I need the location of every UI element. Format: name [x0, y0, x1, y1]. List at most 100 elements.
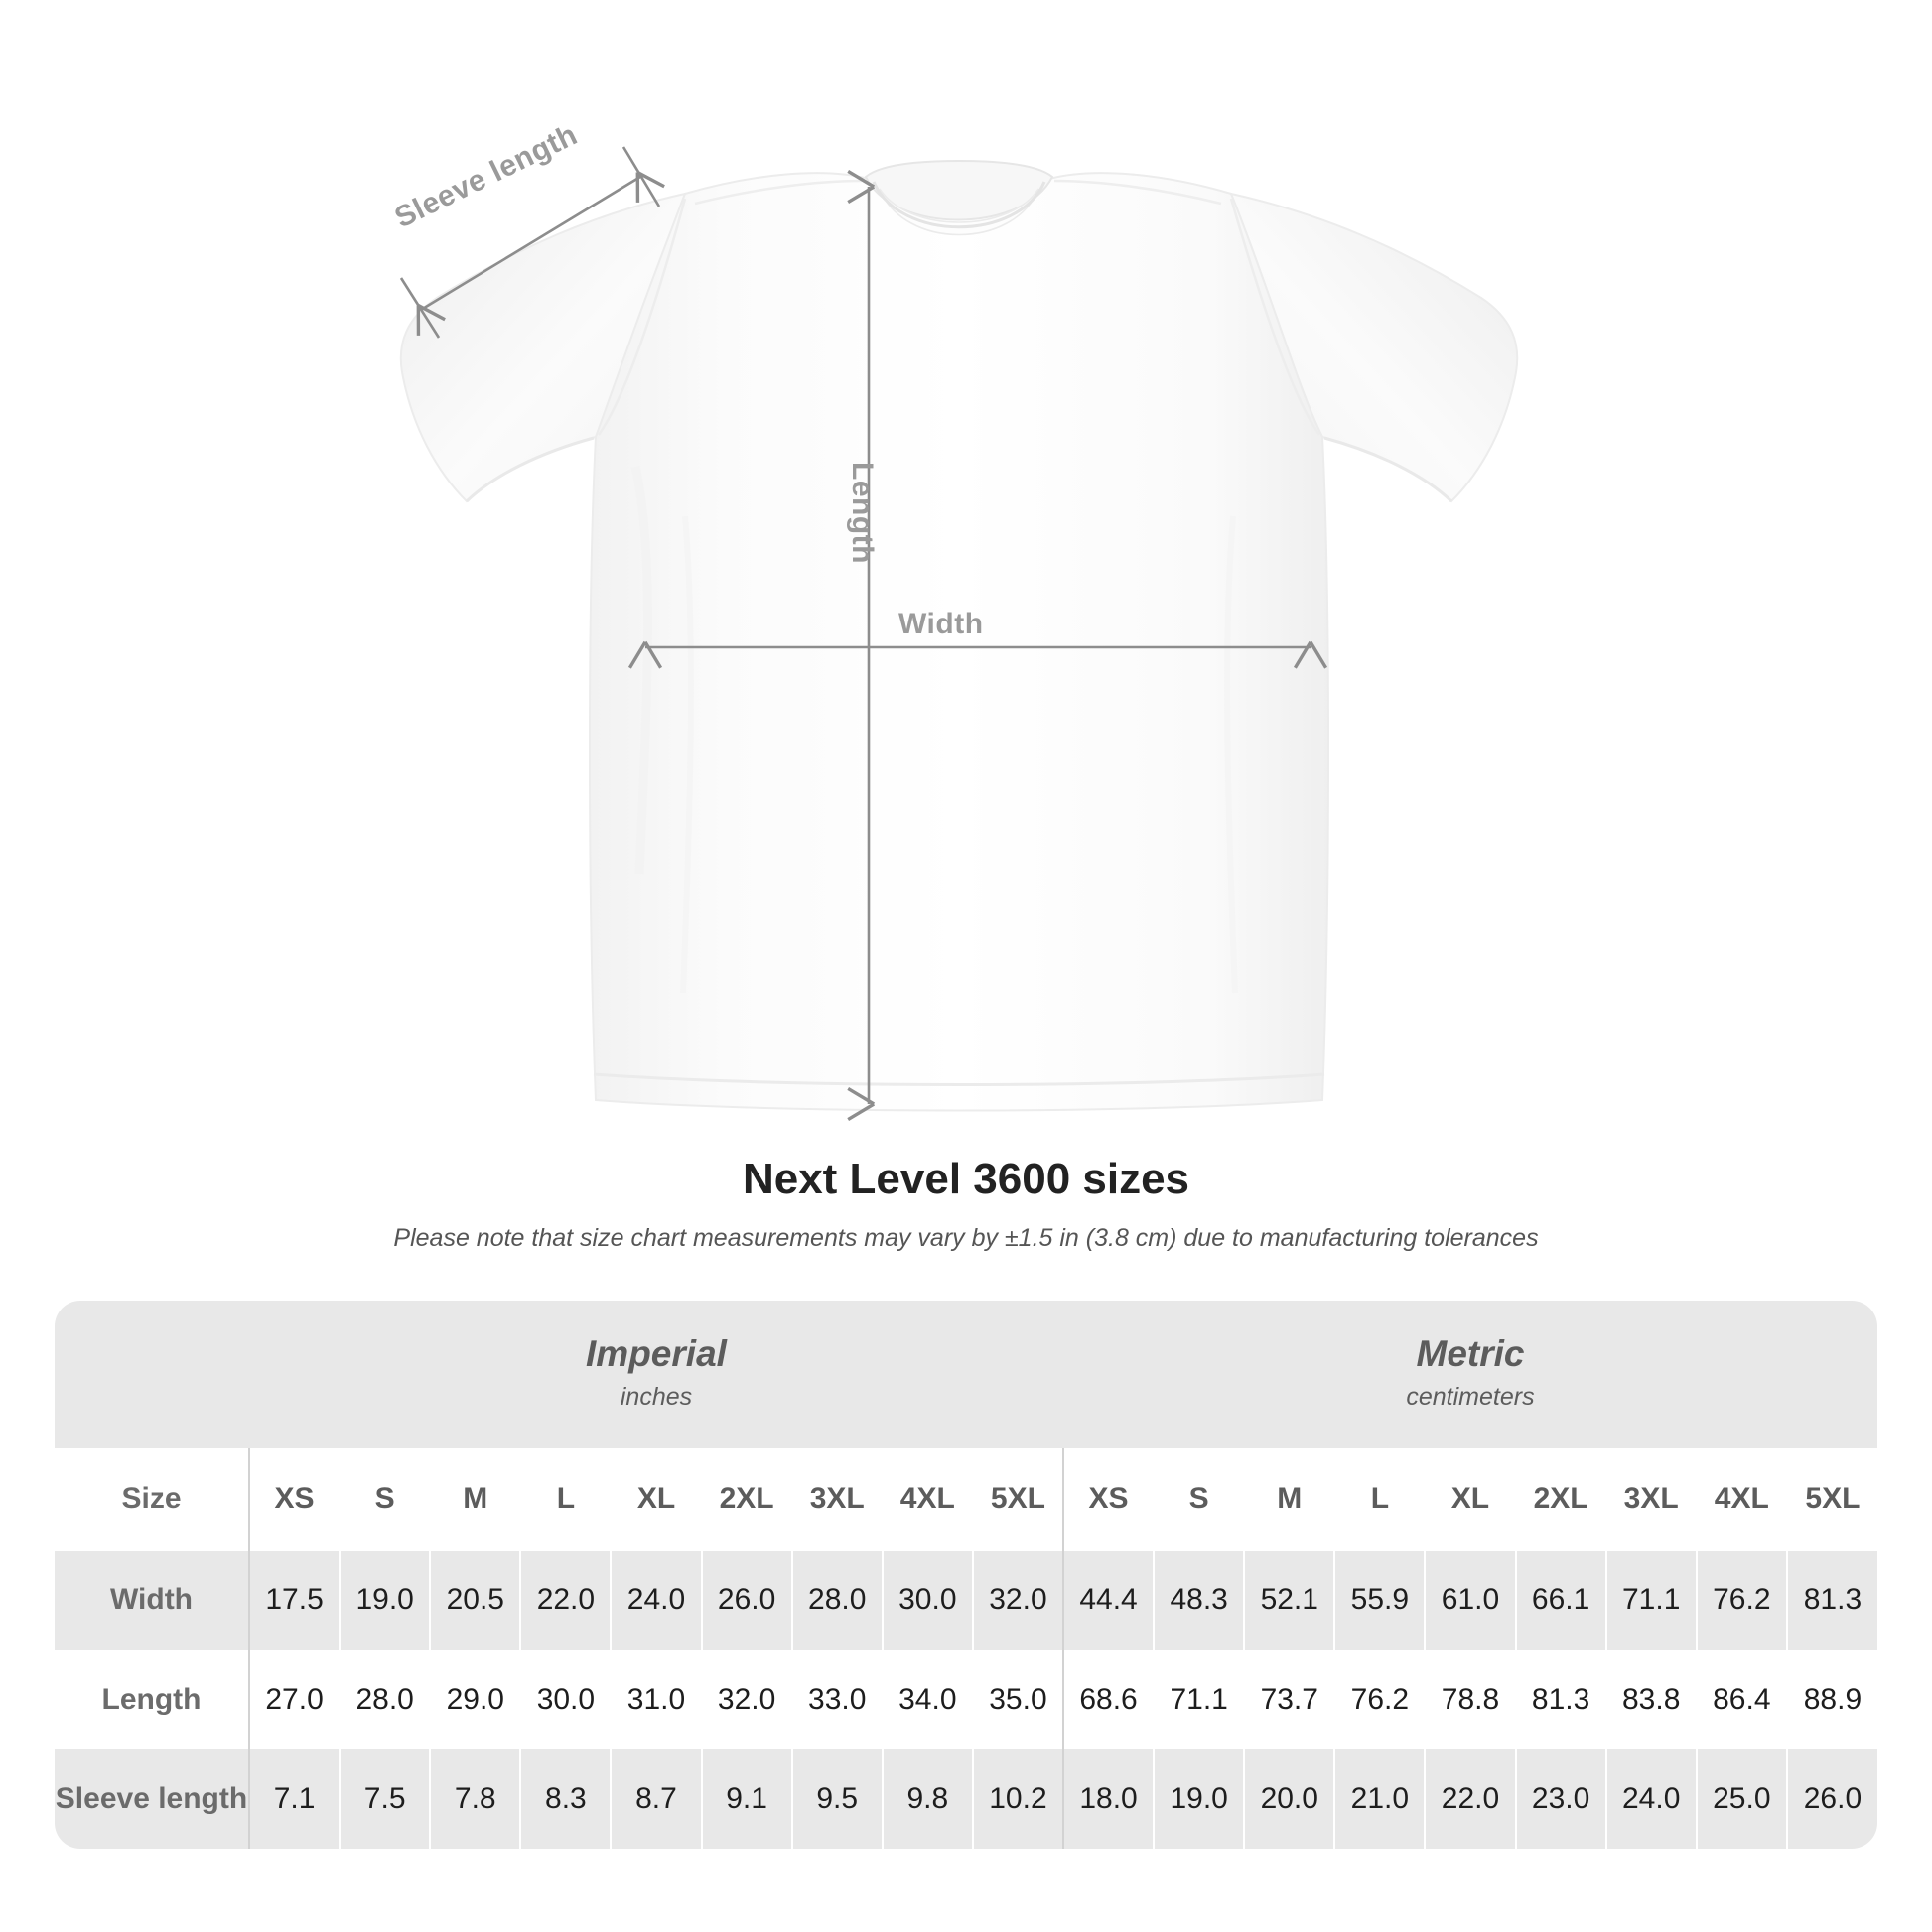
- cell-width-metric-xs: 44.4: [1061, 1551, 1155, 1650]
- cell-sleeve-metric-5xl: 26.0: [1785, 1749, 1877, 1849]
- cell-sleeve-imperial-xs: 7.1: [247, 1749, 341, 1849]
- unit-group-metric-sub: centimeters: [1406, 1382, 1535, 1411]
- size-header-imperial-l: L: [519, 1448, 612, 1551]
- row-label-width: Width: [109, 1584, 194, 1616]
- cell-sleeve-imperial-xl: 8.7: [610, 1749, 702, 1849]
- cell-width-metric-s: 48.3: [1153, 1551, 1245, 1650]
- page-title: Next Level 3600 sizes: [742, 1155, 1190, 1203]
- cell-width-metric-2xl: 66.1: [1514, 1551, 1606, 1650]
- size-header-metric-xl: XL: [1424, 1448, 1516, 1551]
- sleeve-tick-end: [621, 146, 661, 207]
- size-header-metric-s: S: [1153, 1448, 1245, 1551]
- size-header-imperial-4xl: 4XL: [881, 1448, 973, 1551]
- cell-sleeve-imperial-s: 7.5: [339, 1749, 431, 1849]
- size-header-metric-3xl: 3XL: [1604, 1448, 1697, 1551]
- table-row: Width 17.5 19.0 20.5 22.0 24.0 26.0 28.0…: [55, 1551, 1877, 1650]
- size-header-imperial-s: S: [339, 1448, 431, 1551]
- cell-length-metric-l: 76.2: [1333, 1650, 1426, 1749]
- cell-length-imperial-xs: 27.0: [247, 1650, 341, 1749]
- cell-width-imperial-m: 20.5: [429, 1551, 521, 1650]
- cell-width-imperial-xs: 17.5: [247, 1551, 341, 1650]
- chart-title-block: Next Level 3600 sizes Please note that s…: [0, 1152, 1932, 1255]
- unit-header-row: Imperial inches Metric centimeters: [55, 1301, 1877, 1448]
- cell-width-metric-5xl: 81.3: [1785, 1551, 1877, 1650]
- cell-width-imperial-3xl: 28.0: [790, 1551, 883, 1650]
- size-header-imperial-5xl: 5XL: [971, 1448, 1063, 1551]
- cell-width-imperial-4xl: 30.0: [881, 1551, 973, 1650]
- size-header-row: Size XS S M L XL 2XL 3XL 4XL 5XL XS S M …: [55, 1448, 1877, 1551]
- cell-width-metric-m: 52.1: [1243, 1551, 1335, 1650]
- cell-length-metric-s: 71.1: [1153, 1650, 1245, 1749]
- cell-sleeve-imperial-5xl: 10.2: [971, 1749, 1063, 1849]
- cell-length-imperial-xl: 31.0: [610, 1650, 702, 1749]
- size-chart-table: Imperial inches Metric centimeters Size …: [55, 1301, 1877, 1849]
- cell-length-metric-xl: 78.8: [1424, 1650, 1516, 1749]
- cell-length-imperial-3xl: 33.0: [790, 1650, 883, 1749]
- tshirt-graphic: [399, 146, 1519, 1122]
- size-header-imperial-3xl: 3XL: [790, 1448, 883, 1551]
- cell-width-metric-l: 55.9: [1333, 1551, 1426, 1650]
- unit-group-imperial: Imperial inches: [249, 1301, 1063, 1448]
- cell-sleeve-metric-3xl: 24.0: [1604, 1749, 1697, 1849]
- cell-length-imperial-2xl: 32.0: [700, 1650, 792, 1749]
- row-label-length: Length: [101, 1683, 202, 1716]
- cell-length-metric-5xl: 88.9: [1785, 1650, 1877, 1749]
- cell-sleeve-metric-2xl: 23.0: [1514, 1749, 1606, 1849]
- size-header-metric-m: M: [1243, 1448, 1335, 1551]
- sleeve-tick-start: [399, 277, 441, 339]
- cell-sleeve-metric-m: 20.0: [1243, 1749, 1335, 1849]
- cell-width-metric-3xl: 71.1: [1604, 1551, 1697, 1650]
- size-row-label: Size: [121, 1482, 182, 1515]
- cell-width-metric-xl: 61.0: [1424, 1551, 1516, 1650]
- size-header-metric-l: L: [1333, 1448, 1426, 1551]
- cell-width-imperial-l: 22.0: [519, 1551, 612, 1650]
- cell-width-imperial-xl: 24.0: [610, 1551, 702, 1650]
- cell-length-metric-xs: 68.6: [1061, 1650, 1155, 1749]
- sleeve-length-arrow: [416, 171, 665, 336]
- cell-sleeve-imperial-3xl: 9.5: [790, 1749, 883, 1849]
- table-row: Sleeve length 7.1 7.5 7.8 8.3 8.7 9.1 9.…: [55, 1749, 1877, 1849]
- cell-length-imperial-4xl: 34.0: [881, 1650, 973, 1749]
- tolerance-note: Please note that size chart measurements…: [393, 1224, 1539, 1252]
- unit-group-imperial-sub: inches: [620, 1382, 693, 1411]
- cell-sleeve-imperial-4xl: 9.8: [881, 1749, 973, 1849]
- cell-length-imperial-s: 28.0: [339, 1650, 431, 1749]
- measurement-lines: [399, 146, 1328, 1122]
- cell-length-metric-4xl: 86.4: [1695, 1650, 1787, 1749]
- row-label-sleeve-length: Sleeve length: [55, 1782, 248, 1815]
- size-header-imperial-m: M: [429, 1448, 521, 1551]
- size-header-metric-4xl: 4XL: [1695, 1448, 1787, 1551]
- table-row: Length 27.0 28.0 29.0 30.0 31.0 32.0 33.…: [55, 1650, 1877, 1749]
- cell-width-metric-4xl: 76.2: [1695, 1551, 1787, 1650]
- size-header-metric-5xl: 5XL: [1785, 1448, 1877, 1551]
- cell-length-imperial-5xl: 35.0: [971, 1650, 1063, 1749]
- tshirt-illustration: Sleeve length Length Width: [389, 118, 1519, 1122]
- cell-width-imperial-2xl: 26.0: [700, 1551, 792, 1650]
- unit-group-metric-name: Metric: [1416, 1333, 1525, 1375]
- length-annotation-label: Length: [846, 462, 879, 564]
- unit-group-metric: Metric centimeters: [1062, 1301, 1877, 1448]
- cell-sleeve-imperial-l: 8.3: [519, 1749, 612, 1849]
- size-header-metric-2xl: 2XL: [1514, 1448, 1606, 1551]
- cell-sleeve-metric-xl: 22.0: [1424, 1749, 1516, 1849]
- size-table-container: Imperial inches Metric centimeters Size …: [55, 1301, 1877, 1849]
- cell-sleeve-metric-s: 19.0: [1153, 1749, 1245, 1849]
- cell-length-metric-m: 73.7: [1243, 1650, 1335, 1749]
- cell-sleeve-imperial-m: 7.8: [429, 1749, 521, 1849]
- cell-width-imperial-s: 19.0: [339, 1551, 431, 1650]
- size-header-imperial-2xl: 2XL: [700, 1448, 792, 1551]
- unit-group-imperial-name: Imperial: [586, 1333, 727, 1375]
- cell-length-imperial-l: 30.0: [519, 1650, 612, 1749]
- cell-sleeve-imperial-2xl: 9.1: [700, 1749, 792, 1849]
- cell-width-imperial-5xl: 32.0: [971, 1551, 1063, 1650]
- cell-sleeve-metric-l: 21.0: [1333, 1749, 1426, 1849]
- cell-sleeve-metric-4xl: 25.0: [1695, 1749, 1787, 1849]
- cell-sleeve-metric-xs: 18.0: [1061, 1749, 1155, 1849]
- cell-length-metric-3xl: 83.8: [1604, 1650, 1697, 1749]
- unit-header-spacer: [55, 1301, 249, 1448]
- size-header-imperial-xs: XS: [247, 1448, 341, 1551]
- size-header-metric-xs: XS: [1061, 1448, 1155, 1551]
- cell-length-imperial-m: 29.0: [429, 1650, 521, 1749]
- cell-length-metric-2xl: 81.3: [1514, 1650, 1606, 1749]
- width-annotation-label: Width: [898, 608, 984, 640]
